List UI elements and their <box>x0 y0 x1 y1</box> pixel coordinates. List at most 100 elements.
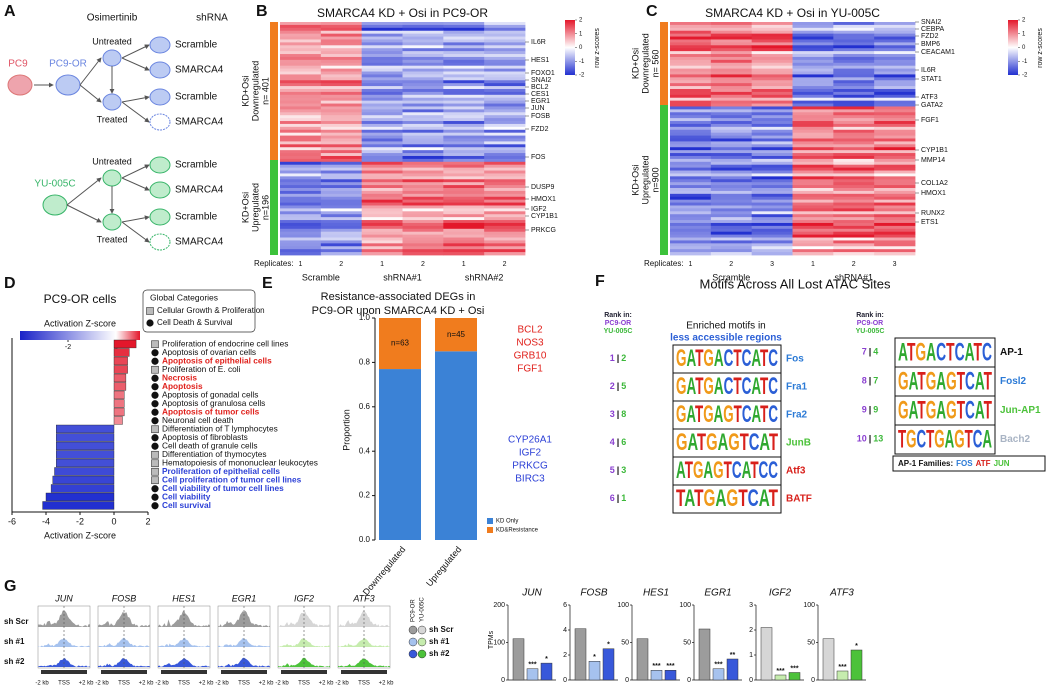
heatmap-cell <box>361 155 403 160</box>
heatmap-cell <box>792 231 834 236</box>
heatmap-cell <box>361 153 403 157</box>
heatmap-cell <box>443 153 485 157</box>
heatmap-cell <box>670 45 712 49</box>
heatmap-cell <box>443 129 485 134</box>
heatmap-cell <box>710 188 753 192</box>
heatmap-cell <box>710 123 753 128</box>
heatmap-cell <box>361 225 403 230</box>
heatmap-cell <box>710 71 753 75</box>
heatmap-cell <box>320 249 363 253</box>
heatmap-cell <box>443 39 485 43</box>
heatmap-cell <box>670 179 712 183</box>
heatmap-cell <box>751 68 793 72</box>
track-axis-label: -2 kb <box>35 681 49 687</box>
shrna-label: SMARCA4 <box>175 117 224 128</box>
y-axis-label: Proportion <box>341 409 351 451</box>
cell <box>102 93 122 111</box>
category-marker <box>151 357 159 365</box>
motif-box <box>894 337 996 368</box>
heatmap-cell <box>874 123 916 128</box>
heatmap-cell <box>402 193 444 198</box>
heatmap-cell <box>670 193 712 198</box>
y-tick-label: 4 <box>563 627 567 634</box>
gene-label: SNAI2 <box>531 77 551 84</box>
heatmap-cell <box>280 252 322 256</box>
heatmap-cell <box>443 106 485 110</box>
heatmap-cell <box>443 246 485 250</box>
heatmap-cell <box>361 208 403 212</box>
heatmap-cell <box>751 54 793 58</box>
heatmap-cell <box>874 173 916 177</box>
heatmap-cell <box>792 228 834 233</box>
replicate-label: 3 <box>893 261 897 268</box>
heatmap-cell <box>443 48 485 52</box>
heatmap-cell <box>751 121 793 125</box>
heatmap-cell <box>402 234 444 238</box>
heatmap-cell <box>484 234 526 238</box>
heatmap-cell <box>792 91 834 96</box>
track-gene-label: IGF2 <box>294 593 314 603</box>
y-tick-label: 0.8 <box>359 358 371 367</box>
heatmap-cell <box>833 83 875 87</box>
heatmap-cell <box>792 48 834 52</box>
heatmap-cell <box>280 36 322 40</box>
panel-letter: G <box>4 578 16 595</box>
rank-header: PC9-OR <box>605 320 631 327</box>
track-row-label: sh Scr <box>4 617 28 626</box>
heatmap-cell <box>361 228 403 233</box>
heatmap-cell <box>751 167 793 171</box>
heatmap-cell <box>751 65 793 69</box>
heatmap-cell <box>402 30 444 35</box>
track-axis-label: TSS <box>238 681 250 687</box>
heatmap-cell <box>361 62 403 67</box>
bar <box>836 670 849 681</box>
heatmap-cell <box>280 196 322 201</box>
heatmap-cell <box>751 182 793 186</box>
heatmap-cell <box>751 129 793 134</box>
heatmap-cell <box>484 155 526 160</box>
significance-label: *** <box>528 662 536 669</box>
heatmap-cell <box>280 22 322 26</box>
heatmap-cell <box>443 164 485 169</box>
track-axis-label: -2 kb <box>155 681 169 687</box>
cell-line-label: PC9-OR <box>49 59 87 70</box>
heatmap-cell <box>710 118 753 122</box>
heatmap-cell <box>792 176 834 180</box>
heatmap-cell <box>751 158 793 163</box>
heatmap-cell <box>361 126 403 131</box>
heatmap-cell <box>320 147 363 151</box>
heatmap-cell <box>792 68 834 72</box>
heatmap-cell <box>670 80 712 84</box>
bar-annotation: n=45 <box>447 330 466 339</box>
heatmap-cell <box>280 179 322 183</box>
heatmap-cell <box>402 202 444 206</box>
bar <box>526 668 539 681</box>
heatmap-cell <box>670 36 712 40</box>
heatmap-cell <box>670 173 712 177</box>
heatmap-cell <box>874 97 916 102</box>
heatmap-cell <box>280 188 322 192</box>
column-group-label: shRNA#1 <box>834 272 873 282</box>
heatmap-cell <box>751 155 793 160</box>
heatmap-cell <box>484 42 526 46</box>
cell <box>55 74 81 96</box>
heatmap-cell <box>874 196 916 201</box>
heatmap-cell <box>833 121 875 125</box>
heatmap-cell <box>280 115 322 119</box>
y-tick-label: 0.2 <box>359 491 371 500</box>
heatmap-cell <box>670 246 712 250</box>
heatmap-cell <box>710 211 753 215</box>
heatmap-cell <box>792 123 834 128</box>
heatmap-cell <box>833 158 875 163</box>
heatmap-cell <box>320 144 363 148</box>
rank-separator: | <box>869 347 872 357</box>
heatmap-cell <box>443 22 485 26</box>
heatmap-cell <box>710 27 753 32</box>
heatmap-cell <box>443 132 485 136</box>
category-marker <box>151 417 159 425</box>
colorbar-tick-label: -1 <box>579 59 585 65</box>
panel-letter: B <box>256 3 268 20</box>
rank-yu: 5 <box>621 381 626 391</box>
motif-logo: ATGAGTCATCC <box>676 457 778 484</box>
heatmap-cell <box>751 237 793 241</box>
